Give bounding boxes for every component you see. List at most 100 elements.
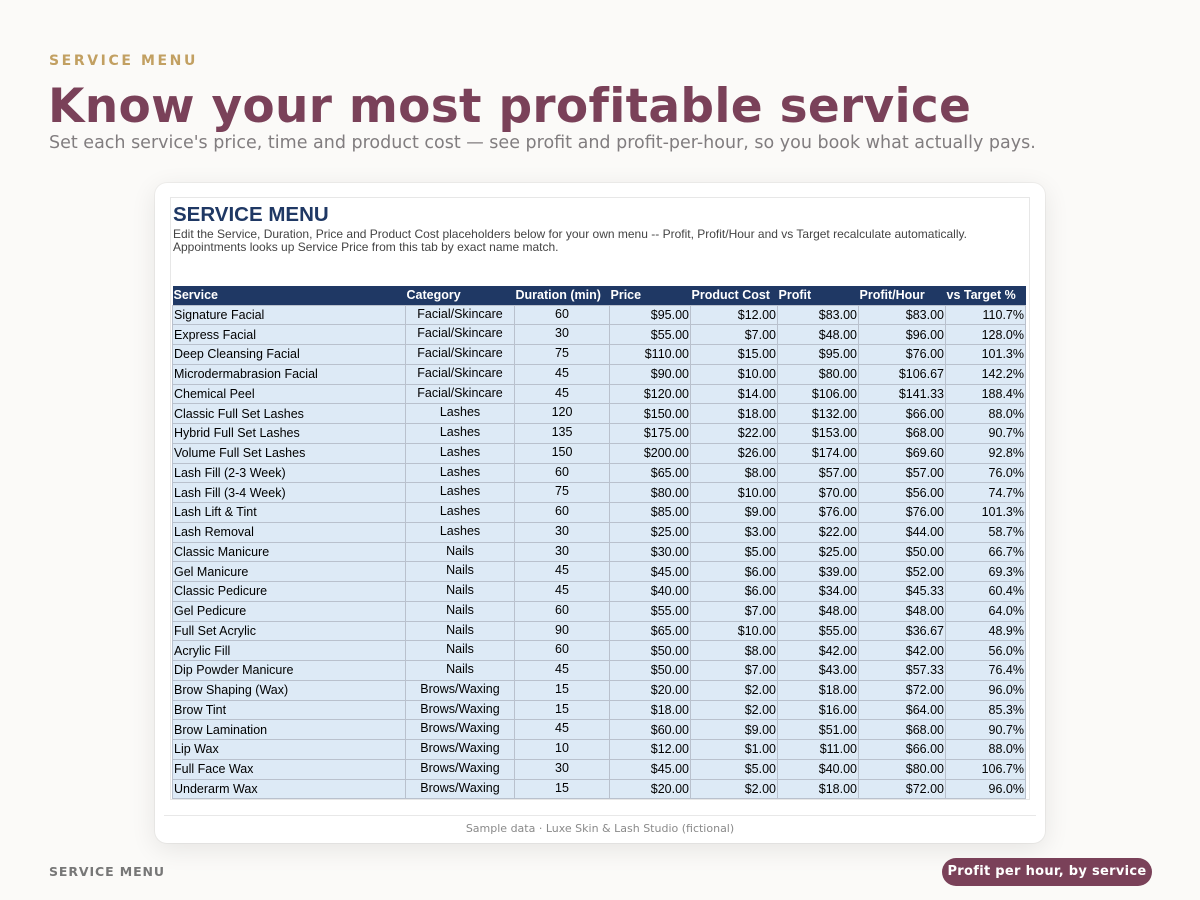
cell-category[interactable]: Lashes bbox=[405, 462, 515, 484]
cell-vs-target[interactable]: 66.7% bbox=[945, 541, 1026, 563]
cell-product-cost[interactable]: $7.00 bbox=[690, 660, 778, 681]
cell-price[interactable]: $90.00 bbox=[609, 363, 691, 385]
cell-profit-hour[interactable]: $52.00 bbox=[858, 561, 946, 582]
cell-price[interactable]: $60.00 bbox=[609, 719, 691, 740]
column-header-duration[interactable]: Duration (min) bbox=[514, 286, 610, 305]
cell-product-cost[interactable]: $2.00 bbox=[690, 699, 778, 721]
cell-product-cost[interactable]: $9.00 bbox=[690, 719, 778, 740]
cell-profit[interactable]: $40.00 bbox=[777, 758, 859, 780]
cell-product-cost[interactable]: $2.00 bbox=[690, 679, 778, 701]
cell-vs-target[interactable]: 142.2% bbox=[945, 363, 1026, 385]
cell-service[interactable]: Full Set Acrylic bbox=[172, 620, 406, 642]
cell-product-cost[interactable]: $10.00 bbox=[690, 482, 778, 503]
cell-price[interactable]: $200.00 bbox=[609, 442, 691, 464]
cell-profit-hour[interactable]: $48.00 bbox=[858, 600, 946, 622]
cell-service[interactable]: Lash Removal bbox=[172, 521, 406, 543]
cell-duration[interactable]: 120 bbox=[514, 403, 610, 424]
cell-product-cost[interactable]: $1.00 bbox=[690, 739, 778, 760]
cell-duration[interactable]: 75 bbox=[514, 344, 610, 365]
cell-category[interactable]: Brows/Waxing bbox=[405, 778, 515, 800]
cell-category[interactable]: Nails bbox=[405, 660, 515, 681]
cell-vs-target[interactable]: 96.0% bbox=[945, 778, 1026, 800]
cell-duration[interactable]: 60 bbox=[514, 502, 610, 523]
cell-profit-hour[interactable]: $80.00 bbox=[858, 758, 946, 780]
cell-price[interactable]: $50.00 bbox=[609, 660, 691, 681]
cell-duration[interactable]: 15 bbox=[514, 778, 610, 800]
cell-vs-target[interactable]: 110.7% bbox=[945, 304, 1026, 326]
column-header-service[interactable]: Service bbox=[172, 286, 406, 305]
cell-service[interactable]: Dip Powder Manicure bbox=[172, 660, 406, 681]
cell-service[interactable]: Deep Cleansing Facial bbox=[172, 344, 406, 365]
cell-category[interactable]: Facial/Skincare bbox=[405, 304, 515, 326]
cell-duration[interactable]: 15 bbox=[514, 679, 610, 701]
cell-profit-hour[interactable]: $50.00 bbox=[858, 541, 946, 563]
cell-duration[interactable]: 30 bbox=[514, 324, 610, 345]
cell-category[interactable]: Brows/Waxing bbox=[405, 699, 515, 721]
cell-product-cost[interactable]: $18.00 bbox=[690, 403, 778, 424]
cell-product-cost[interactable]: $6.00 bbox=[690, 561, 778, 582]
cell-profit[interactable]: $18.00 bbox=[777, 679, 859, 701]
cell-duration[interactable]: 60 bbox=[514, 304, 610, 326]
cell-price[interactable]: $85.00 bbox=[609, 502, 691, 523]
cell-profit[interactable]: $132.00 bbox=[777, 403, 859, 424]
cell-profit-hour[interactable]: $44.00 bbox=[858, 521, 946, 543]
cell-service[interactable]: Brow Lamination bbox=[172, 719, 406, 740]
cell-category[interactable]: Lashes bbox=[405, 442, 515, 464]
cell-service[interactable]: Gel Manicure bbox=[172, 561, 406, 582]
cell-product-cost[interactable]: $10.00 bbox=[690, 620, 778, 642]
cell-category[interactable]: Nails bbox=[405, 581, 515, 602]
cell-duration[interactable]: 30 bbox=[514, 541, 610, 563]
cell-profit[interactable]: $42.00 bbox=[777, 640, 859, 661]
cell-duration[interactable]: 60 bbox=[514, 600, 610, 622]
cell-service[interactable]: Acrylic Fill bbox=[172, 640, 406, 661]
cell-profit-hour[interactable]: $69.60 bbox=[858, 442, 946, 464]
cell-vs-target[interactable]: 188.4% bbox=[945, 383, 1026, 405]
cell-duration[interactable]: 45 bbox=[514, 660, 610, 681]
column-header-vs-target[interactable]: vs Target % bbox=[945, 286, 1026, 305]
cell-product-cost[interactable]: $10.00 bbox=[690, 363, 778, 385]
cell-profit-hour[interactable]: $76.00 bbox=[858, 344, 946, 365]
cell-profit[interactable]: $83.00 bbox=[777, 304, 859, 326]
cell-profit[interactable]: $11.00 bbox=[777, 739, 859, 760]
cell-product-cost[interactable]: $9.00 bbox=[690, 502, 778, 523]
cell-price[interactable]: $45.00 bbox=[609, 758, 691, 780]
cell-category[interactable]: Nails bbox=[405, 561, 515, 582]
cell-price[interactable]: $175.00 bbox=[609, 423, 691, 444]
cell-profit[interactable]: $48.00 bbox=[777, 324, 859, 345]
cell-profit[interactable]: $57.00 bbox=[777, 462, 859, 484]
cell-profit-hour[interactable]: $36.67 bbox=[858, 620, 946, 642]
cell-price[interactable]: $40.00 bbox=[609, 581, 691, 602]
cell-category[interactable]: Lashes bbox=[405, 502, 515, 523]
cell-product-cost[interactable]: $15.00 bbox=[690, 344, 778, 365]
cell-profit[interactable]: $153.00 bbox=[777, 423, 859, 444]
cell-profit[interactable]: $174.00 bbox=[777, 442, 859, 464]
cell-category[interactable]: Facial/Skincare bbox=[405, 383, 515, 405]
cell-profit-hour[interactable]: $42.00 bbox=[858, 640, 946, 661]
column-header-product-cost[interactable]: Product Cost bbox=[690, 286, 778, 305]
cell-vs-target[interactable]: 85.3% bbox=[945, 699, 1026, 721]
cell-product-cost[interactable]: $7.00 bbox=[690, 600, 778, 622]
cell-duration[interactable]: 135 bbox=[514, 423, 610, 444]
cell-duration[interactable]: 45 bbox=[514, 383, 610, 405]
cell-vs-target[interactable]: 76.4% bbox=[945, 660, 1026, 681]
cell-profit-hour[interactable]: $57.33 bbox=[858, 660, 946, 681]
cell-product-cost[interactable]: $7.00 bbox=[690, 324, 778, 345]
cell-vs-target[interactable]: 88.0% bbox=[945, 739, 1026, 760]
cell-duration[interactable]: 45 bbox=[514, 561, 610, 582]
cell-service[interactable]: Brow Tint bbox=[172, 699, 406, 721]
cell-service[interactable]: Classic Pedicure bbox=[172, 581, 406, 602]
cell-profit[interactable]: $18.00 bbox=[777, 778, 859, 800]
cell-profit[interactable]: $51.00 bbox=[777, 719, 859, 740]
column-header-profit[interactable]: Profit bbox=[777, 286, 859, 305]
cell-duration[interactable]: 75 bbox=[514, 482, 610, 503]
cell-profit-hour[interactable]: $96.00 bbox=[858, 324, 946, 345]
cell-service[interactable]: Classic Manicure bbox=[172, 541, 406, 563]
cell-profit[interactable]: $55.00 bbox=[777, 620, 859, 642]
cell-profit-hour[interactable]: $72.00 bbox=[858, 679, 946, 701]
cell-profit-hour[interactable]: $66.00 bbox=[858, 739, 946, 760]
cell-duration[interactable]: 60 bbox=[514, 462, 610, 484]
cell-vs-target[interactable]: 90.7% bbox=[945, 719, 1026, 740]
cell-service[interactable]: Gel Pedicure bbox=[172, 600, 406, 622]
cell-vs-target[interactable]: 58.7% bbox=[945, 521, 1026, 543]
cell-service[interactable]: Lip Wax bbox=[172, 739, 406, 760]
